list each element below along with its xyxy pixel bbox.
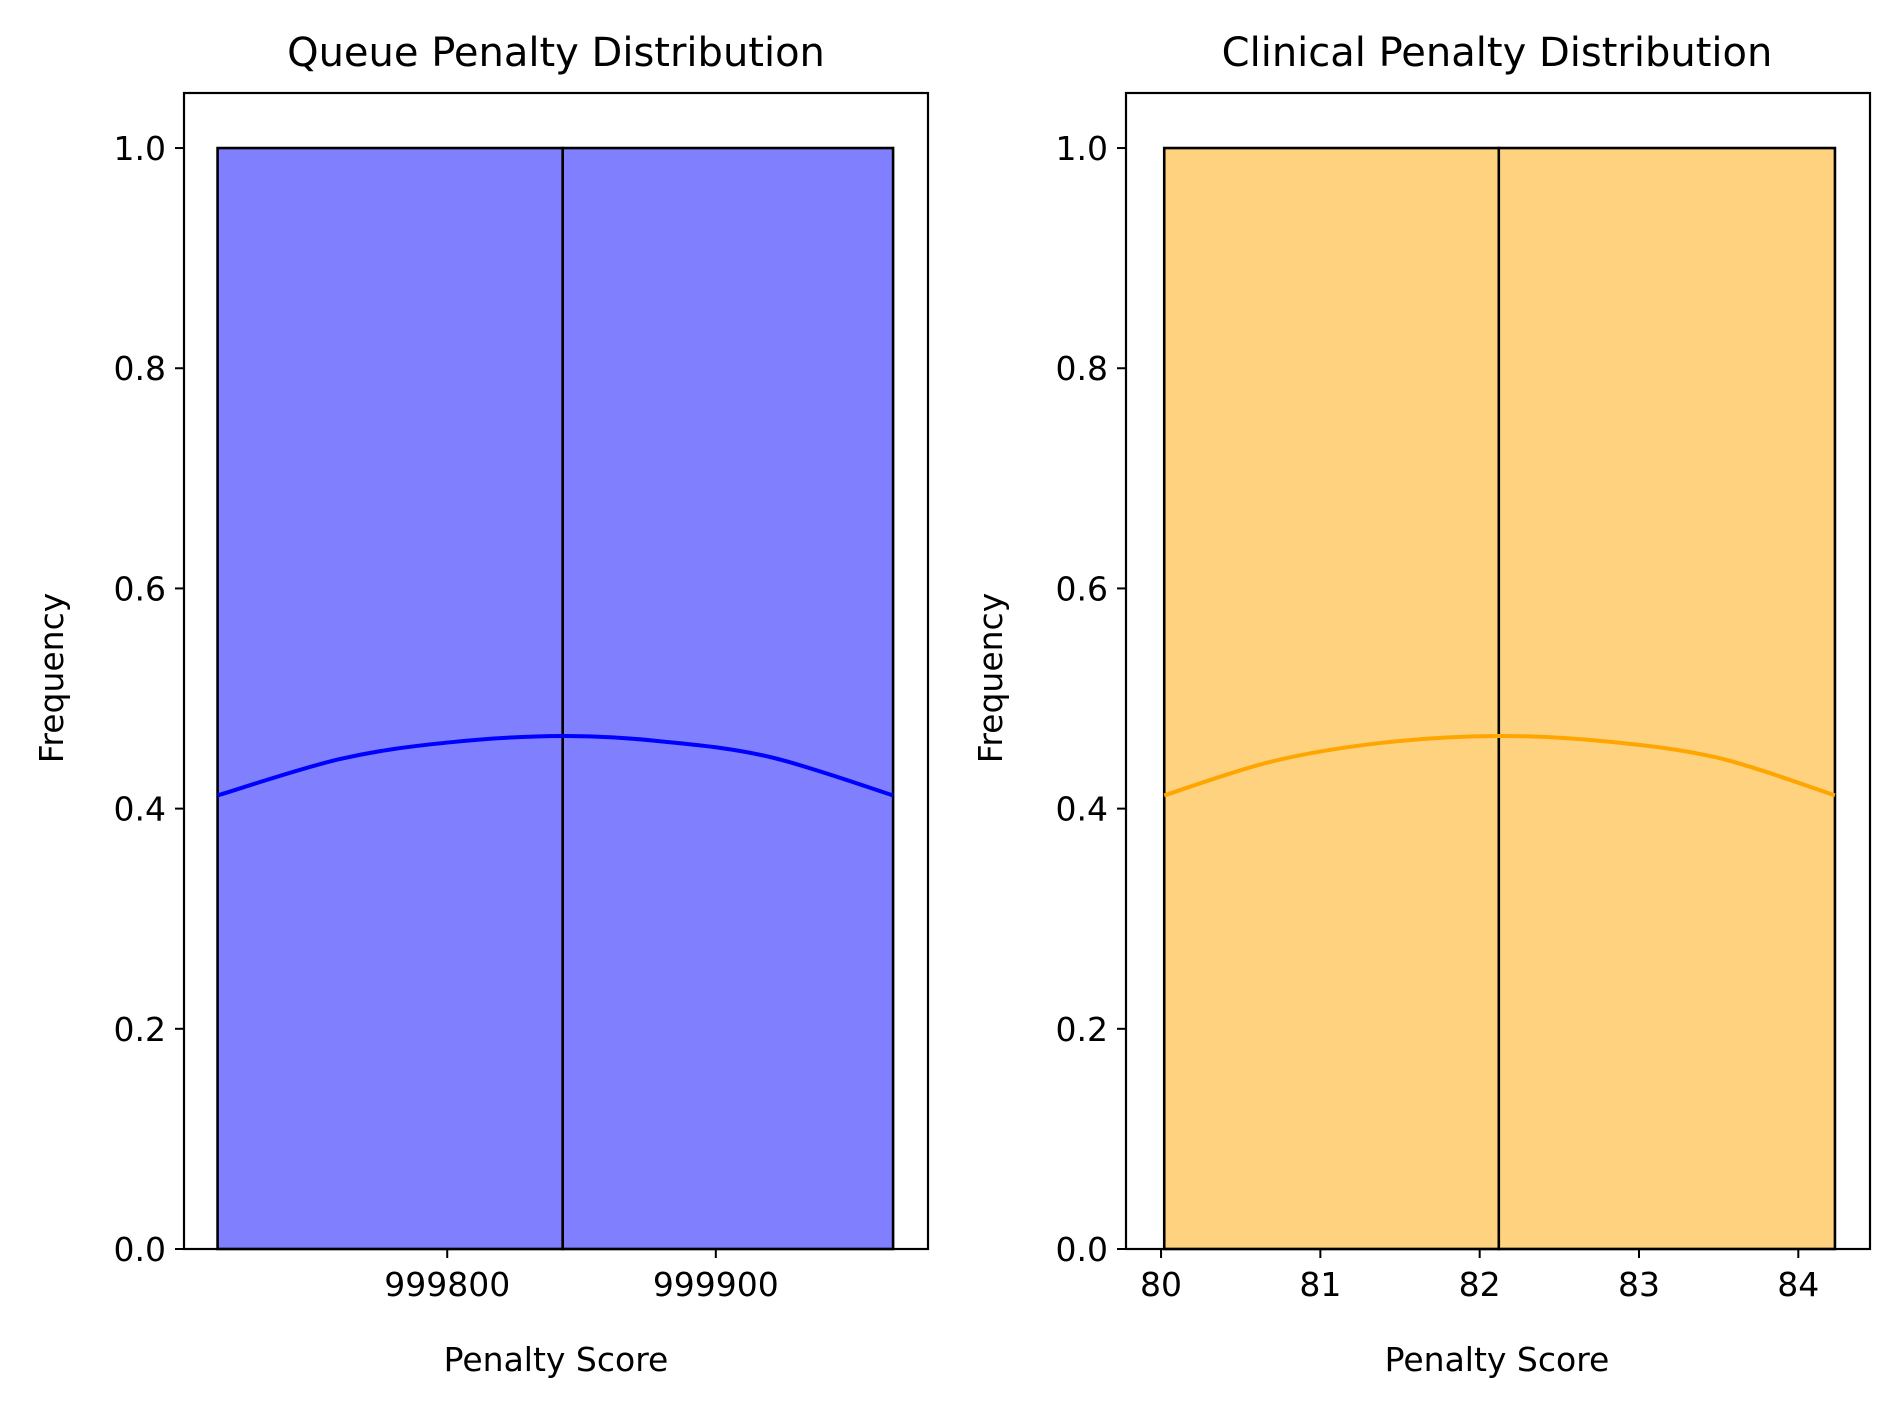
y-tick-label: 1.0 [1056,129,1108,168]
chart-title: Queue Penalty Distribution [287,30,825,76]
histogram-bar [1497,146,1837,1251]
y-axis-label: Frequency [32,593,71,763]
x-tick-label: 999800 [384,1265,510,1304]
x-tick-label: 82 [1459,1265,1501,1304]
y-tick-label: 0.2 [1056,1010,1108,1049]
y-tick-label: 0.0 [114,1230,166,1269]
x-axis-label: Penalty Score [444,1340,669,1379]
y-tick-label: 0.6 [114,569,166,608]
x-tick-label: 81 [1299,1265,1341,1304]
histogram-bar [1162,146,1501,1251]
x-axis-label: Penalty Score [1385,1340,1610,1379]
queue-penalty-subplot: Queue Penalty Distribution Penalty Score… [32,30,930,1379]
chart-title: Clinical Penalty Distribution [1222,30,1773,76]
y-tick-label: 0.8 [114,349,166,388]
x-tick-label: 80 [1140,1265,1182,1304]
kde-line [217,733,894,798]
x-tick-label: 999900 [653,1265,779,1304]
y-tick-label: 0.4 [1056,790,1108,829]
clinical-penalty-subplot: Clinical Penalty Distribution Penalty Sc… [971,30,1872,1379]
y-tick-label: 0.2 [114,1010,166,1049]
x-tick-label: 83 [1618,1265,1660,1304]
histogram-bar [216,146,565,1251]
y-tick-label: 0.0 [1056,1230,1108,1269]
y-tick-label: 0.8 [1056,349,1108,388]
axes-frame [182,91,930,1251]
x-tick-label: 84 [1777,1265,1819,1304]
y-tick-label: 0.6 [1056,569,1108,608]
axes-frame [1124,91,1872,1251]
histogram-bar [561,146,895,1251]
kde-line [1163,733,1836,798]
y-tick-label: 1.0 [114,129,166,168]
y-axis-label: Frequency [971,593,1010,763]
y-tick-label: 0.4 [114,790,166,829]
